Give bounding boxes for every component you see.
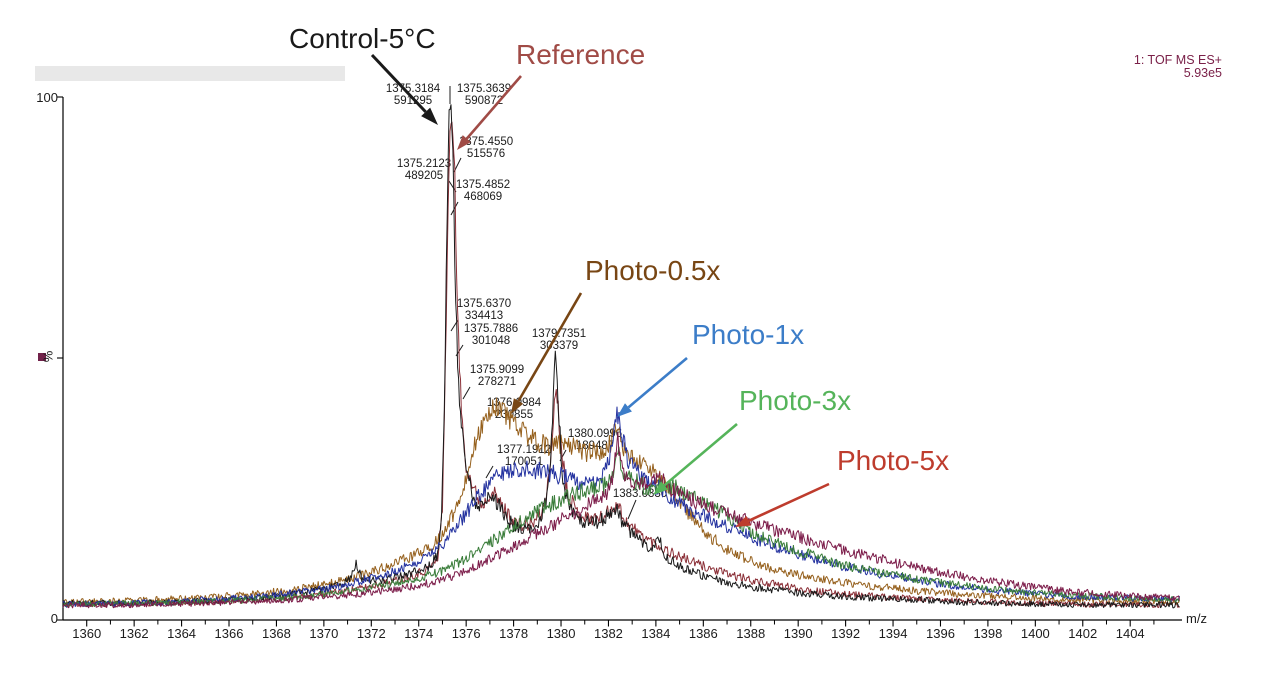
annotation-arrow-head xyxy=(653,481,668,495)
peak-label-leader xyxy=(450,201,459,216)
annotation-arrow-shaft xyxy=(517,292,583,402)
x-tick-label: 1402 xyxy=(1068,626,1097,641)
peak-mz-label: 1380.0996 xyxy=(568,428,622,440)
peak-label-leader xyxy=(627,499,637,520)
series-label: Photo-5x xyxy=(837,445,949,476)
x-tick-label: 1378 xyxy=(499,626,528,641)
peak-intensity-label: 334413 xyxy=(465,310,503,322)
x-tick-label: 1390 xyxy=(784,626,813,641)
x-tick-label: 1396 xyxy=(926,626,955,641)
y-axis-max-label: 100 xyxy=(36,90,58,105)
trace-Photo-5x xyxy=(62,431,1180,609)
peak-intensity-label: 515576 xyxy=(467,148,505,160)
annotation-arrow-head xyxy=(617,403,632,417)
x-tick-label: 1364 xyxy=(167,626,196,641)
peak-mz-label: 1375.6370 xyxy=(457,298,511,310)
trace-Reference xyxy=(62,121,1180,609)
peak-label-leader xyxy=(462,386,471,400)
x-tick-label: 1388 xyxy=(736,626,765,641)
peak-intensity-label: 301048 xyxy=(472,335,510,347)
x-tick-label: 1392 xyxy=(831,626,860,641)
x-tick-label: 1360 xyxy=(72,626,101,641)
peak-mz-label: 1375.7886 xyxy=(464,323,518,335)
x-tick-label: 1368 xyxy=(262,626,291,641)
annotation-arrow-head xyxy=(421,107,438,125)
x-tick-label: 1374 xyxy=(404,626,433,641)
peak-intensity-label: 278271 xyxy=(478,376,516,388)
x-tick-label: 1380 xyxy=(547,626,576,641)
x-tick-label: 1376 xyxy=(452,626,481,641)
annotation-arrow-head xyxy=(735,515,751,527)
peak-intensity-label: 590872 xyxy=(465,95,503,107)
annotation-arrow-shaft xyxy=(370,53,427,113)
x-tick-label: 1366 xyxy=(215,626,244,641)
legend-color-swatch xyxy=(38,353,46,361)
x-tick-label: 1386 xyxy=(689,626,718,641)
peak-mz-label: 1375.3184 xyxy=(386,83,441,95)
peak-intensity-label: 303379 xyxy=(540,340,578,352)
annotation-arrow-shaft xyxy=(748,482,830,522)
x-tick-label: 1384 xyxy=(641,626,670,641)
trace-Photo-3x xyxy=(62,446,1180,608)
top-gray-bar xyxy=(35,66,345,81)
annotation-arrow-shaft xyxy=(627,357,688,409)
series-label: Control-5°C xyxy=(289,23,436,54)
trace-Photo-1x xyxy=(62,406,1180,608)
series-label: Photo-0.5x xyxy=(585,255,720,286)
peak-label-leader xyxy=(485,465,494,479)
x-tick-label: 1394 xyxy=(879,626,908,641)
peak-mz-label: 1377.1912 xyxy=(497,444,551,456)
peak-mz-label: 1375.4550 xyxy=(459,136,513,148)
peak-mz-label: 1375.3639 xyxy=(457,83,511,95)
scan-function-label: 1: TOF MS ES+ xyxy=(1133,53,1222,67)
annotation-arrow-shaft xyxy=(663,423,738,487)
series-label: Photo-3x xyxy=(739,385,851,416)
x-tick-label: 1382 xyxy=(594,626,623,641)
traces xyxy=(62,104,1180,609)
y-axis-min-label: 0 xyxy=(50,611,58,626)
peak-mz-label: 1375.4852 xyxy=(456,179,510,191)
peak-intensity-label: 591295 xyxy=(394,95,432,107)
series-label: Reference xyxy=(516,39,645,70)
peak-intensity-label: 230855 xyxy=(495,409,533,421)
peak-mz-label: 1375.9099 xyxy=(470,364,524,376)
peak-mz-label: 1383.0330 xyxy=(613,488,667,500)
peak-mz-label: 1379.7351 xyxy=(532,328,586,340)
peak-mz-label: 1375.2123 xyxy=(397,158,451,170)
base-peak-intensity-label: 5.93e5 xyxy=(1183,66,1222,80)
x-tick-label: 1398 xyxy=(973,626,1002,641)
series-annotations: Control-5°C Reference Photo-0.5x Photo-1x Ph… xyxy=(289,23,949,527)
y-axis-unit-label: % xyxy=(40,350,56,363)
annotation-arrow-shaft xyxy=(465,75,522,140)
peak-intensity-label: 468069 xyxy=(464,191,502,203)
axes: 1360 1362 1364 1366 1368 1370 1372 1374 1376 1378… xyxy=(57,96,1182,641)
x-tick-label: 1372 xyxy=(357,626,386,641)
x-tick-label: 1370 xyxy=(309,626,338,641)
annotation-arrow-head xyxy=(457,135,471,150)
annotation-arrow-head xyxy=(511,398,524,414)
instrument-info: 1: TOF MS ES+ 5.93e5 xyxy=(1134,54,1222,80)
x-axis-unit-label: m/z xyxy=(1186,611,1207,626)
series-label: Photo-1x xyxy=(692,319,804,350)
x-tick-label: 1404 xyxy=(1116,626,1145,641)
peak-intensity-label: 489205 xyxy=(405,170,443,182)
trace-Control-5°C xyxy=(62,104,1180,609)
x-tick-label: 1362 xyxy=(120,626,149,641)
x-tick-label: 1400 xyxy=(1021,626,1050,641)
